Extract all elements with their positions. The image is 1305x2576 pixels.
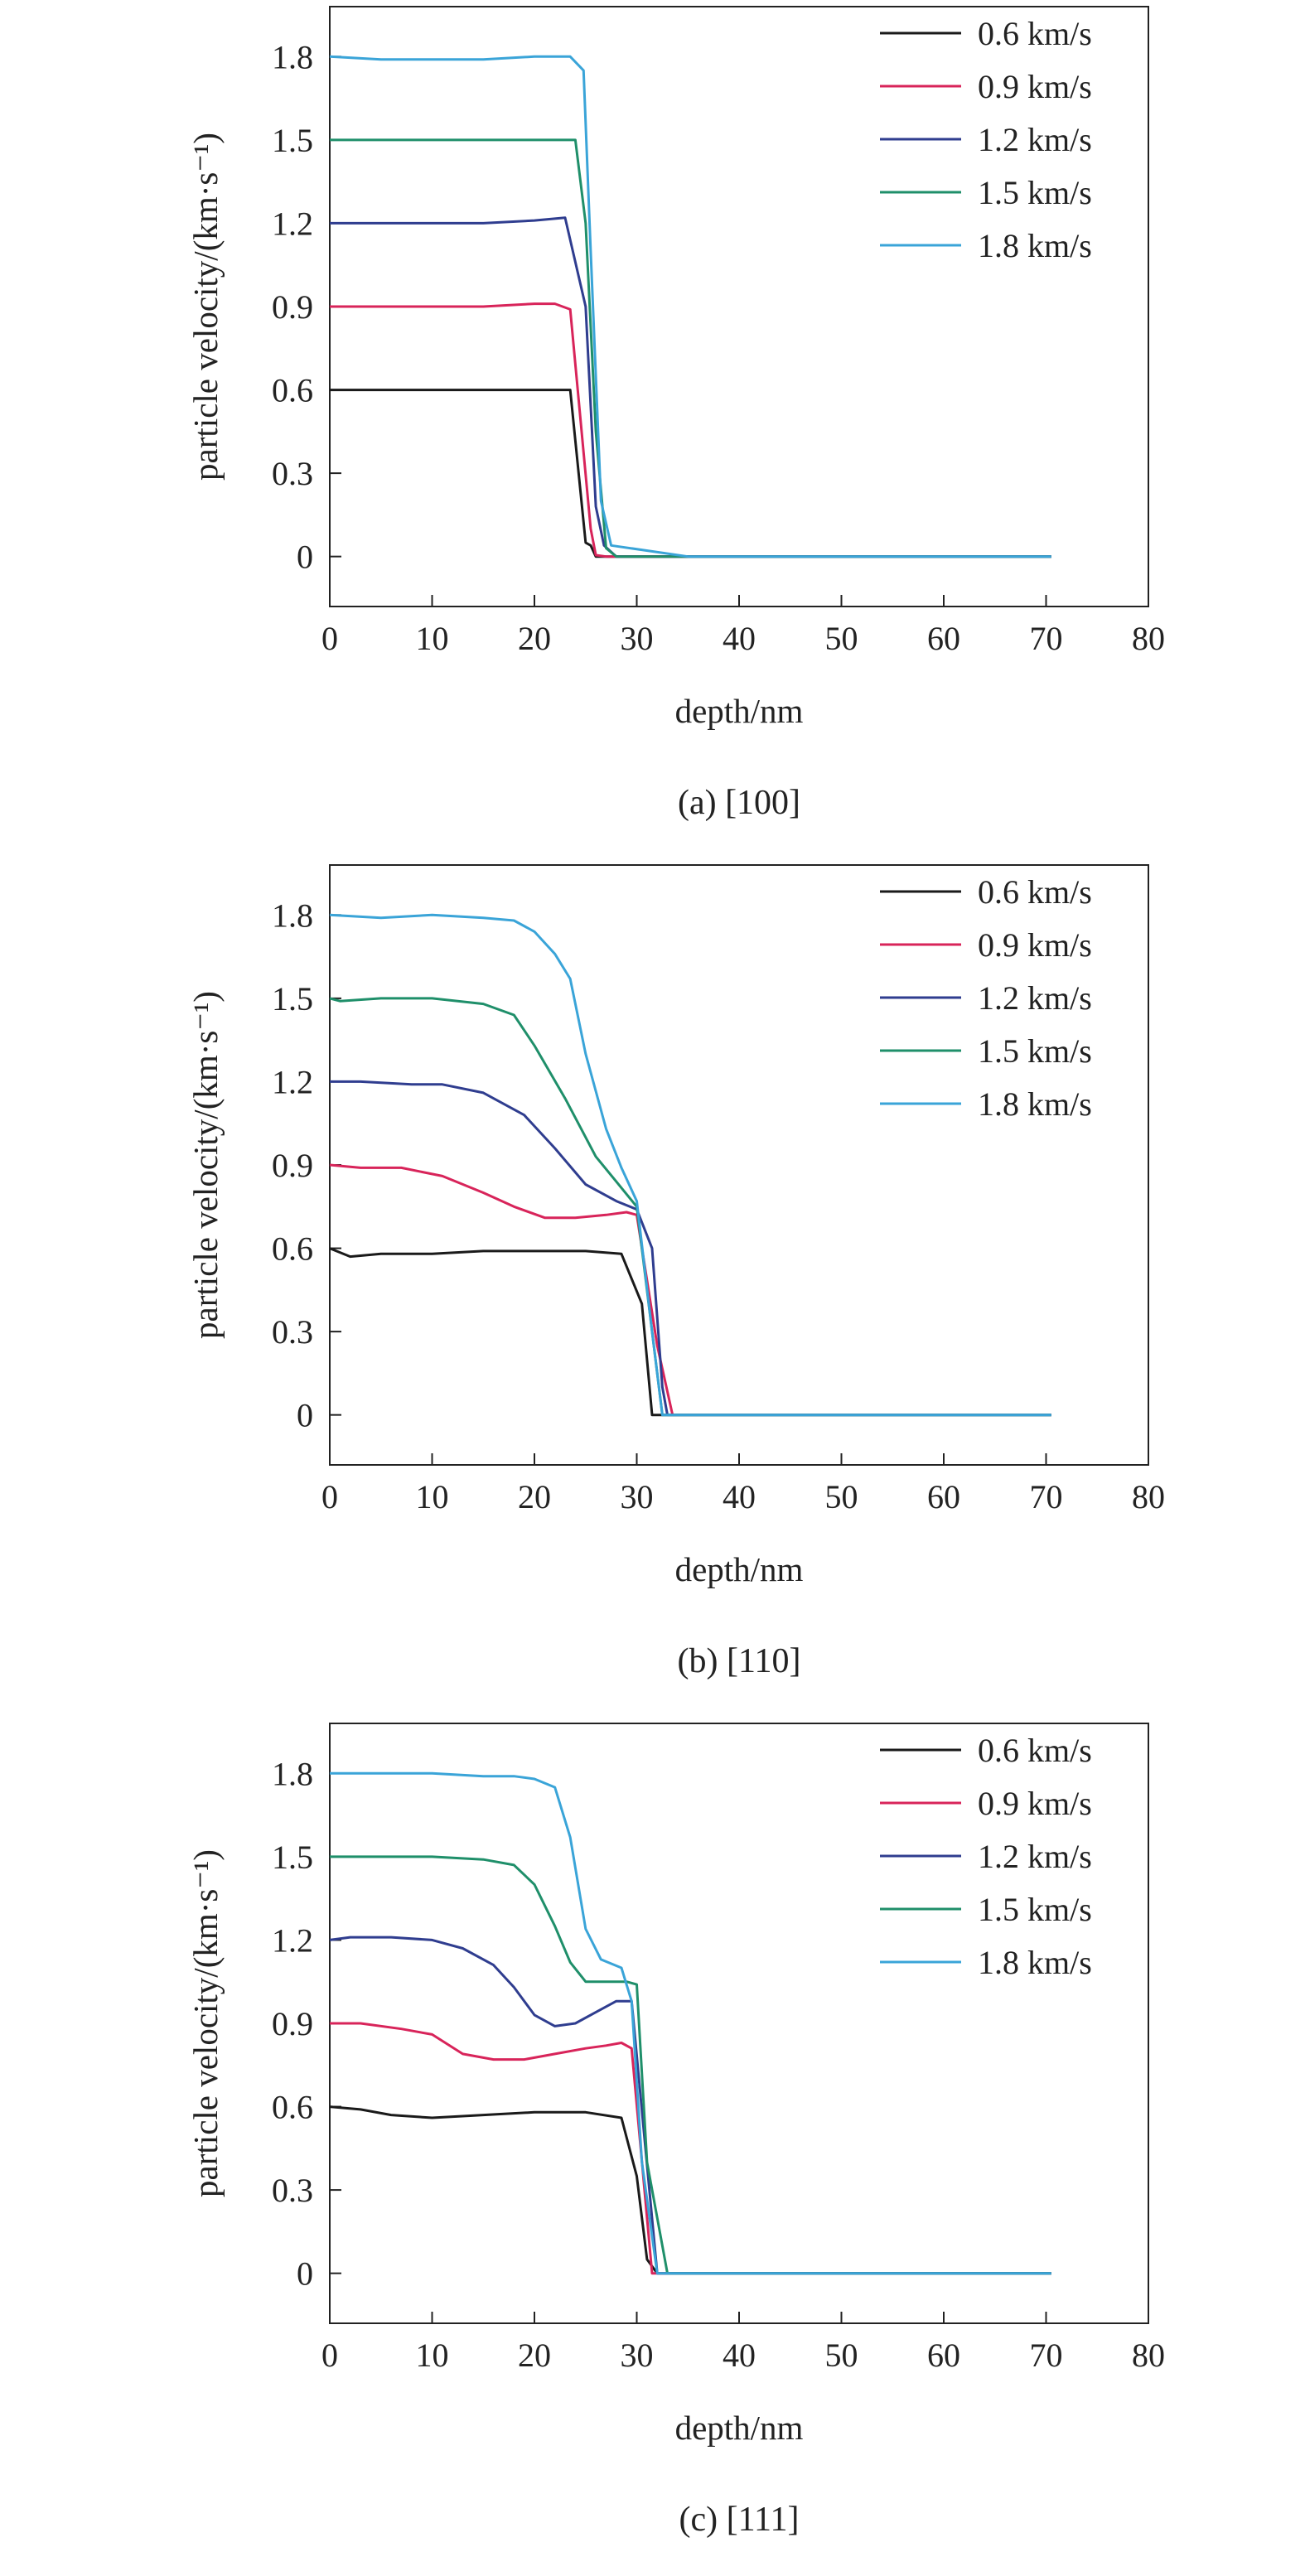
x-tick-label: 50 [825, 1478, 858, 1515]
x-tick-label: 80 [1132, 2337, 1165, 2374]
series-line [330, 302, 1051, 558]
chart-caption: (b) [110] [678, 1642, 801, 1680]
y-tick-label: 0.3 [272, 455, 313, 492]
series-line [329, 1247, 1051, 1417]
x-tick-label: 30 [621, 1478, 654, 1515]
x-tick-label: 10 [416, 620, 449, 657]
x-tick-label: 70 [1030, 2337, 1063, 2374]
x-tick-label: 60 [927, 620, 960, 657]
series-line [329, 55, 1051, 558]
legend-label: 1.2 km/s [978, 121, 1092, 158]
chart-caption: (c) [111] [679, 2501, 800, 2539]
y-tick-label: 1.8 [272, 897, 313, 934]
series-line [330, 1855, 1051, 2275]
legend-label: 0.9 km/s [978, 1785, 1092, 1822]
legend-label: 0.6 km/s [978, 873, 1092, 911]
series-line [330, 216, 1051, 558]
legend-label: 1.2 km/s [978, 979, 1092, 1017]
legend-label: 1.8 km/s [978, 1944, 1092, 1981]
series-line [329, 913, 1051, 1417]
legend-label: 1.2 km/s [978, 1838, 1092, 1875]
x-tick-label: 70 [1030, 1478, 1063, 1515]
legend-label: 1.5 km/s [978, 174, 1092, 211]
x-tick-label: 10 [416, 2337, 449, 2374]
x-tick-label: 0 [321, 620, 338, 657]
legend-label: 0.6 km/s [978, 15, 1092, 52]
y-tick-label: 1.8 [272, 1755, 313, 1792]
y-axis-label: particle velocity/(km·s⁻¹) [186, 133, 225, 481]
series-line [330, 1771, 1051, 2275]
y-tick-label: 0 [297, 1397, 313, 1434]
series-line [329, 997, 1051, 1417]
x-tick-label: 0 [321, 1478, 338, 1515]
series-line [330, 1080, 1051, 1417]
x-axis-label: depth/nm [675, 692, 804, 730]
y-axis-label: particle velocity/(km·s⁻¹) [186, 1849, 225, 2197]
chart-svg: 0 10 20 30 40 50 60 70 80 0 0.3 0.6 0.9 1.2 1.5 1.8 dept… [186, 864, 1165, 1680]
x-axis-label: depth/nm [675, 1550, 804, 1588]
x-tick-label: 50 [825, 620, 858, 657]
chart-panel-a: 0 10 20 30 40 50 60 70 80 0 0.3 0.6 0.9 1.2 1.5 1.8 dept… [0, 0, 1305, 858]
chart-svg: 0 10 20 30 40 50 60 70 80 0 0.3 0.6 0.9 1.2 1.5 1.8 dept… [186, 6, 1165, 822]
legend-label: 0.6 km/s [978, 1732, 1092, 1769]
y-tick-label: 1.8 [272, 38, 313, 75]
y-tick-label: 1.2 [272, 1063, 313, 1100]
legend-label: 0.9 km/s [978, 68, 1092, 105]
legend-label: 1.8 km/s [978, 1085, 1092, 1123]
y-tick-label: 0.3 [272, 2172, 313, 2209]
legend-label: 1.5 km/s [978, 1032, 1092, 1070]
x-tick-label: 50 [825, 2337, 858, 2374]
y-tick-label: 1.2 [272, 1921, 313, 1959]
y-tick-label: 0.6 [272, 372, 313, 409]
chart-panel-b: 0 10 20 30 40 50 60 70 80 0 0.3 0.6 0.9 1.2 1.5 1.8 dept… [0, 858, 1305, 1717]
x-tick-label: 30 [621, 620, 654, 657]
y-tick-label: 0 [297, 539, 313, 576]
y-tick-label: 1.5 [272, 122, 313, 159]
x-tick-label: 0 [321, 2337, 338, 2374]
chart-svg: 0 10 20 30 40 50 60 70 80 0 0.3 0.6 0.9 1.2 1.5 1.8 dept… [186, 1723, 1165, 2539]
y-tick-label: 0.3 [272, 1313, 313, 1351]
x-tick-label: 70 [1030, 620, 1063, 657]
x-tick-label: 20 [518, 1478, 551, 1515]
series-line [329, 2105, 1051, 2275]
x-tick-label: 40 [723, 2337, 756, 2374]
series-line [330, 2022, 1051, 2275]
y-tick-label: 0.9 [272, 2005, 313, 2042]
x-tick-label: 10 [416, 1478, 449, 1515]
series-line [330, 389, 1051, 558]
x-axis-label: depth/nm [675, 2409, 804, 2447]
y-tick-label: 0.9 [272, 1147, 313, 1184]
series-line [329, 1936, 1051, 2275]
chart-panel-c: 0 10 20 30 40 50 60 70 80 0 0.3 0.6 0.9 1.2 1.5 1.8 dept… [0, 1717, 1305, 2575]
y-tick-label: 0.6 [272, 1230, 313, 1268]
series-line [329, 1163, 1051, 1417]
legend-label: 1.8 km/s [978, 227, 1092, 264]
x-tick-label: 30 [621, 2337, 654, 2374]
chart-caption: (a) [100] [678, 784, 800, 822]
x-tick-label: 20 [518, 620, 551, 657]
legend-label: 0.9 km/s [978, 926, 1092, 964]
y-tick-label: 0.9 [272, 288, 313, 326]
x-tick-label: 60 [927, 1478, 960, 1515]
x-tick-label: 40 [723, 620, 756, 657]
y-tick-label: 0.6 [272, 2089, 313, 2126]
x-tick-label: 80 [1132, 1478, 1165, 1515]
legend-label: 1.5 km/s [978, 1891, 1092, 1928]
y-axis-label: particle velocity/(km·s⁻¹) [186, 991, 225, 1339]
x-tick-label: 20 [518, 2337, 551, 2374]
y-tick-label: 1.5 [272, 1839, 313, 1876]
series-line [330, 138, 1051, 558]
y-tick-label: 0 [297, 2255, 313, 2293]
x-tick-label: 80 [1132, 620, 1165, 657]
x-tick-label: 60 [927, 2337, 960, 2374]
y-tick-label: 1.5 [272, 980, 313, 1017]
x-tick-label: 40 [723, 1478, 756, 1515]
y-tick-label: 1.2 [272, 205, 313, 242]
